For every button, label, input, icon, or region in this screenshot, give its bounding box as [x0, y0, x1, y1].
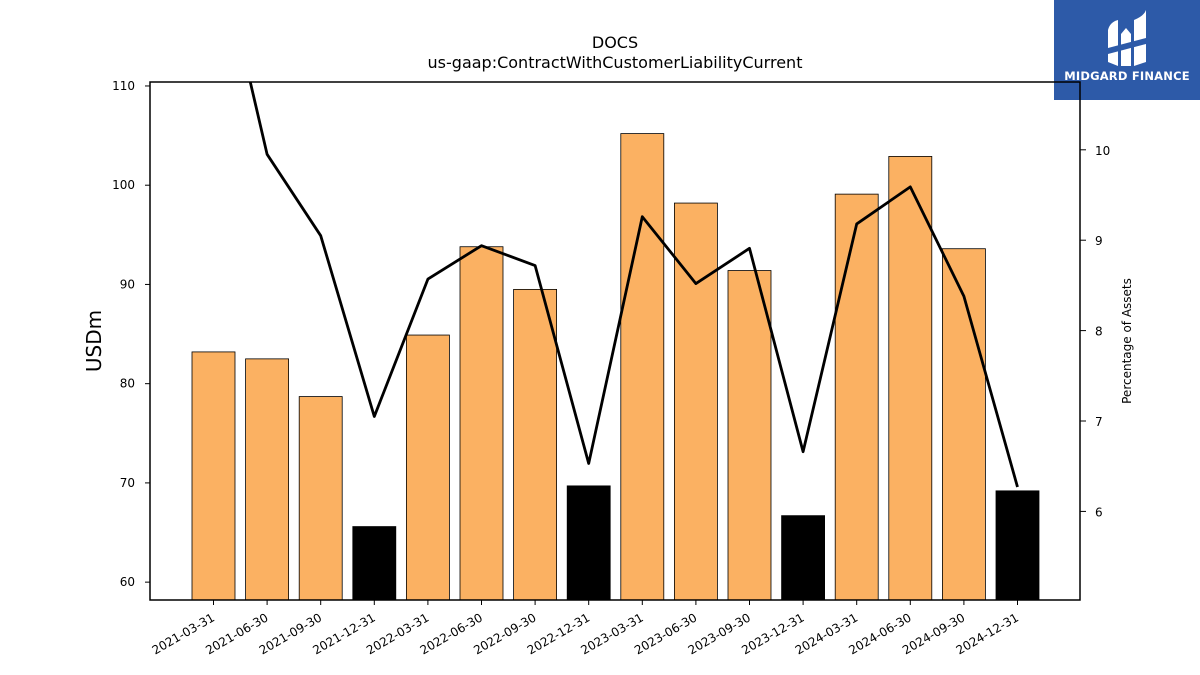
y-tick-label: 100: [112, 178, 135, 192]
y2-axis-label: Percentage of Assets: [1120, 278, 1134, 404]
line-layer: [248, 82, 1019, 488]
y-axis-label: USDm: [82, 310, 106, 372]
bar: [405, 334, 450, 601]
bar: [942, 248, 986, 601]
bar: [727, 270, 772, 601]
y-axis-right: 6 7 8 9 10: [1080, 144, 1110, 519]
bar: [674, 202, 718, 601]
bar: [834, 193, 879, 601]
bar: [245, 358, 290, 601]
chart-title: DOCS: [592, 33, 638, 52]
plot-frame: [149, 81, 1081, 601]
bar: [888, 156, 933, 601]
y-tick-label: 60: [120, 575, 135, 589]
midgard-logo-icon: [1108, 10, 1146, 66]
series-line: [248, 82, 1019, 488]
y2-tick-label: 10: [1095, 144, 1110, 158]
bar: [566, 485, 611, 601]
bar: [995, 490, 1040, 601]
bar: [781, 515, 825, 601]
chart-subtitle: us-gaap:ContractWithCustomerLiabilityCur…: [428, 53, 803, 72]
y2-tick-label: 8: [1095, 325, 1103, 339]
y-tick-label: 90: [120, 277, 135, 291]
y-tick-label: 80: [120, 377, 135, 391]
brand-name: MIDGARD FINANCE: [1064, 69, 1190, 83]
y-axis-left: 60 70 80 90 100 110: [112, 79, 150, 589]
bar: [513, 288, 557, 601]
y2-tick-label: 6: [1095, 505, 1103, 519]
bar: [620, 133, 665, 601]
y2-tick-label: 7: [1095, 415, 1103, 429]
y2-tick-label: 9: [1095, 234, 1103, 248]
y-tick-label: 70: [120, 476, 135, 490]
y-tick-label: 110: [112, 79, 135, 93]
bar: [352, 526, 397, 601]
bar: [298, 396, 343, 601]
brand-badge: MIDGARD FINANCE: [1054, 0, 1200, 100]
bars-layer: [191, 133, 1040, 601]
bar: [459, 246, 504, 601]
x-axis: 2021-03-312021-06-302021-09-302021-12-31…: [150, 600, 1021, 657]
bar: [191, 351, 236, 601]
